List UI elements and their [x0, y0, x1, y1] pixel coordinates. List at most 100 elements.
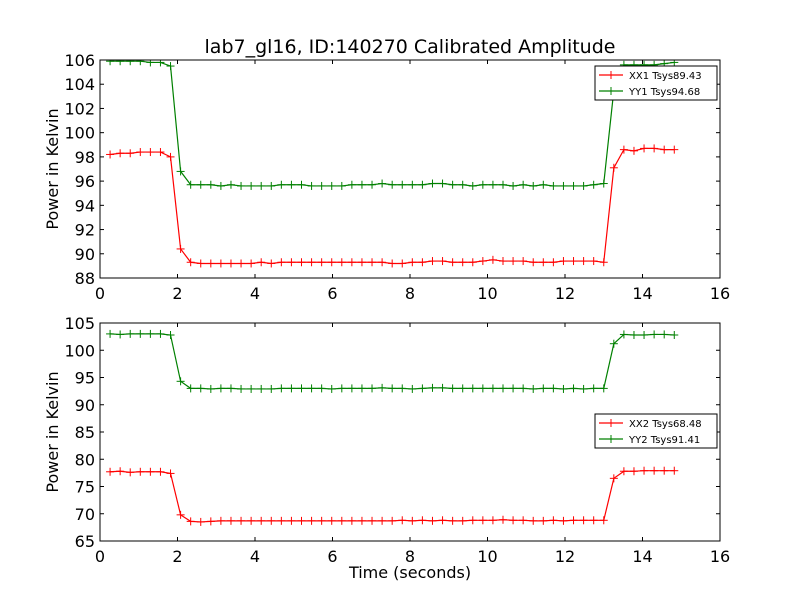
data-point	[398, 180, 407, 189]
data-point	[599, 258, 608, 267]
data-point	[226, 180, 235, 189]
data-point	[388, 516, 397, 525]
data-point	[670, 60, 679, 67]
legend-entry: XX2 Tsys68.48	[599, 419, 702, 430]
data-point	[317, 181, 326, 190]
data-point	[519, 257, 528, 266]
x-tick-label: 4	[250, 284, 260, 303]
data-point	[499, 384, 507, 393]
plot-lower: 0 2 4 6 8 10 12 14 16 65 70 75 80 85 90 95 100 105 Power i…	[43, 314, 730, 582]
data-point	[579, 516, 588, 525]
y-tick-label: 88	[75, 269, 95, 288]
data-point	[478, 384, 487, 393]
y-tick-label: 95	[75, 369, 95, 388]
y-tick-label: 75	[75, 478, 95, 497]
data-point	[398, 516, 407, 525]
data-point	[488, 384, 497, 393]
data-point	[569, 257, 578, 266]
data-point	[579, 384, 588, 393]
y-tick-label: 90	[75, 245, 95, 264]
data-point	[559, 384, 568, 393]
y-tick-label: 92	[75, 221, 95, 240]
x-tick-label: 0	[95, 547, 105, 566]
data-point	[388, 384, 397, 393]
data-point	[297, 516, 306, 525]
data-point	[317, 516, 326, 525]
data-point	[509, 181, 518, 190]
legend: XX2 Tsys68.48 YY2 Tsys91.41	[594, 413, 718, 449]
data-point	[347, 180, 356, 189]
data-point	[438, 179, 447, 188]
data-point	[116, 60, 125, 66]
data-point	[609, 163, 618, 172]
data-point	[629, 146, 638, 155]
data-point	[539, 384, 548, 393]
data-point	[186, 384, 195, 393]
data-point	[166, 62, 175, 71]
data-point	[116, 149, 125, 158]
data-point	[579, 257, 588, 266]
y-tick-label: 80	[75, 450, 95, 469]
data-point	[559, 516, 568, 525]
data-point	[317, 258, 326, 267]
data-point	[488, 516, 497, 525]
data-point	[499, 515, 507, 524]
data-point	[599, 179, 608, 188]
data-point	[559, 181, 568, 190]
chart-title: lab7_gl16, ID:140270 Calibrated Amplitud…	[205, 36, 616, 58]
data-point	[176, 377, 185, 386]
data-point	[186, 517, 195, 526]
data-point	[408, 180, 417, 189]
data-point	[216, 259, 225, 268]
x-tick-label: 16	[710, 284, 730, 303]
data-point	[327, 384, 336, 393]
data-point	[569, 516, 578, 525]
data-point	[368, 180, 377, 189]
y-tick-label: 96	[75, 172, 95, 191]
data-point	[650, 330, 659, 339]
series-group	[106, 329, 679, 526]
y-tick-label: 98	[75, 148, 95, 167]
data-point	[277, 180, 286, 189]
data-point	[206, 384, 215, 393]
data-point	[156, 329, 165, 338]
legend-label: XX2 Tsys68.48	[629, 419, 702, 430]
data-point	[156, 148, 165, 157]
data-point	[307, 516, 316, 525]
data-point	[650, 144, 659, 153]
data-point	[136, 467, 145, 476]
y-axis-label: Power in Kelvin	[43, 371, 62, 492]
data-point	[257, 384, 266, 393]
data-point	[216, 516, 225, 525]
data-point	[136, 148, 145, 157]
data-point	[378, 258, 387, 267]
data-point	[136, 60, 145, 66]
data-point	[206, 517, 215, 526]
data-point	[468, 384, 477, 393]
data-point	[418, 384, 427, 393]
x-tick-label: 0	[95, 284, 105, 303]
data-point	[368, 516, 377, 525]
data-point	[347, 258, 356, 267]
data-point	[438, 516, 447, 525]
data-point	[418, 258, 427, 267]
data-point	[499, 257, 507, 266]
data-point	[388, 259, 397, 268]
data-point	[247, 181, 256, 190]
data-point	[257, 258, 266, 267]
data-point	[599, 384, 608, 393]
data-point	[347, 384, 356, 393]
data-point	[509, 257, 518, 266]
data-point	[509, 384, 518, 393]
data-point	[166, 469, 175, 478]
data-point	[146, 60, 155, 67]
x-tick-label: 16	[710, 547, 730, 566]
data-point	[226, 384, 235, 393]
legend-box	[594, 65, 718, 101]
y-tick-label: 100	[64, 341, 95, 360]
data-point	[166, 152, 175, 161]
data-point	[327, 181, 336, 190]
data-point	[327, 258, 336, 267]
y-tick-label: 102	[64, 99, 95, 118]
data-point	[146, 148, 155, 157]
